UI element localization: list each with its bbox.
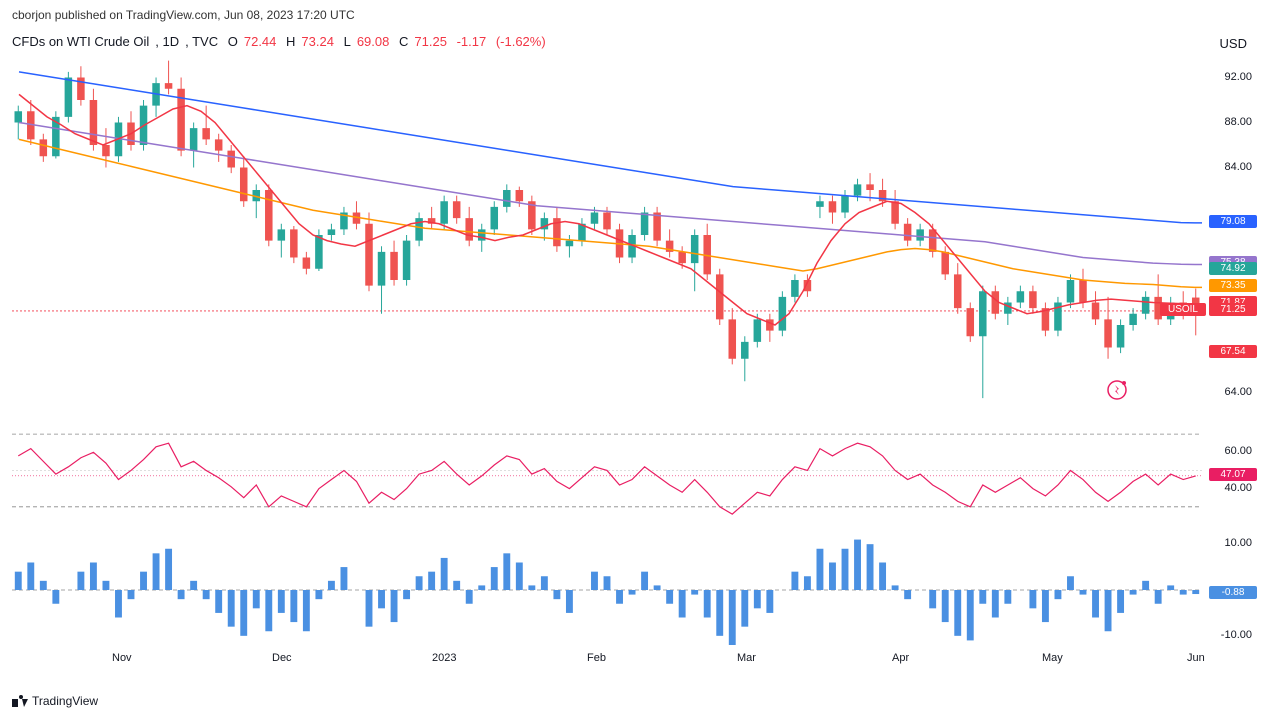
- main-candlestick-chart[interactable]: 64.0084.0088.0092.0079.0875.3874.9273.35…: [12, 55, 1202, 415]
- brand-text: TradingView: [32, 694, 98, 708]
- price-change: -1.17: [457, 34, 487, 49]
- tv-logo-icon: [12, 695, 28, 707]
- x-axis-tick: Dec: [272, 652, 292, 664]
- currency-label: USD: [1220, 36, 1247, 51]
- time-axis: Nov Dec 2023 Feb Mar Apr May Jun: [12, 652, 1202, 672]
- price-axis-label: 71.25: [1209, 303, 1257, 316]
- price-axis-label: 79.08: [1209, 215, 1257, 228]
- macd-y-tick: -10.00: [1207, 629, 1252, 641]
- macd-y-tick: 10.00: [1207, 537, 1252, 549]
- ohlc-c: 71.25: [414, 34, 447, 49]
- x-axis-tick: Feb: [587, 652, 606, 664]
- rsi-indicator-chart[interactable]: 40.0060.0047.07: [12, 425, 1202, 525]
- x-axis-tick: Jun: [1187, 652, 1205, 664]
- x-axis-tick: Apr: [892, 652, 909, 664]
- tradingview-logo: TradingView: [12, 694, 98, 708]
- symbol-label: USOIL: [1160, 303, 1206, 316]
- ohlc-h: 73.24: [301, 34, 334, 49]
- y-axis-tick: 92.00: [1207, 71, 1252, 83]
- rsi-y-tick: 40.00: [1207, 482, 1252, 494]
- y-axis-tick: 84.00: [1207, 161, 1252, 173]
- ohlc-h-label: H: [286, 34, 295, 49]
- publish-date: Jun 08, 2023 17:20 UTC: [224, 8, 355, 22]
- instrument-name: CFDs on WTI Crude Oil: [12, 34, 149, 49]
- y-axis-tick: 64.00: [1207, 386, 1252, 398]
- publish-header: cborjon published on TradingView.com, Ju…: [0, 0, 1267, 30]
- macd-value-label: -0.88: [1209, 586, 1257, 599]
- provider: TVC: [192, 34, 218, 49]
- rsi-y-tick: 60.00: [1207, 445, 1252, 457]
- x-axis-tick: Nov: [112, 652, 132, 664]
- ohlc-o-label: O: [228, 34, 238, 49]
- ohlc-l: 69.08: [357, 34, 390, 49]
- macd-histogram-chart[interactable]: -10.0010.00-0.88: [12, 535, 1202, 645]
- price-axis-label: 74.92: [1209, 262, 1257, 275]
- x-axis-tick: Mar: [737, 652, 756, 664]
- ohlc-c-label: C: [399, 34, 408, 49]
- price-axis-label: 73.35: [1209, 279, 1257, 292]
- price-change-pct: (-1.62%): [496, 34, 546, 49]
- y-axis-tick: 88.00: [1207, 116, 1252, 128]
- price-axis-label: 67.54: [1209, 345, 1257, 358]
- published-text: published on: [55, 8, 123, 22]
- x-axis-tick: 2023: [432, 652, 456, 664]
- ohlc-l-label: L: [344, 34, 351, 49]
- site: TradingView.com: [126, 8, 217, 22]
- ohlc-o: 72.44: [244, 34, 277, 49]
- timeframe: 1D: [162, 34, 179, 49]
- x-axis-tick: May: [1042, 652, 1063, 664]
- rsi-value-label: 47.07: [1209, 468, 1257, 481]
- publisher: cborjon: [12, 8, 51, 22]
- chart-title-bar: CFDs on WTI Crude Oil, 1D, TVC O72.44 H7…: [0, 30, 1267, 53]
